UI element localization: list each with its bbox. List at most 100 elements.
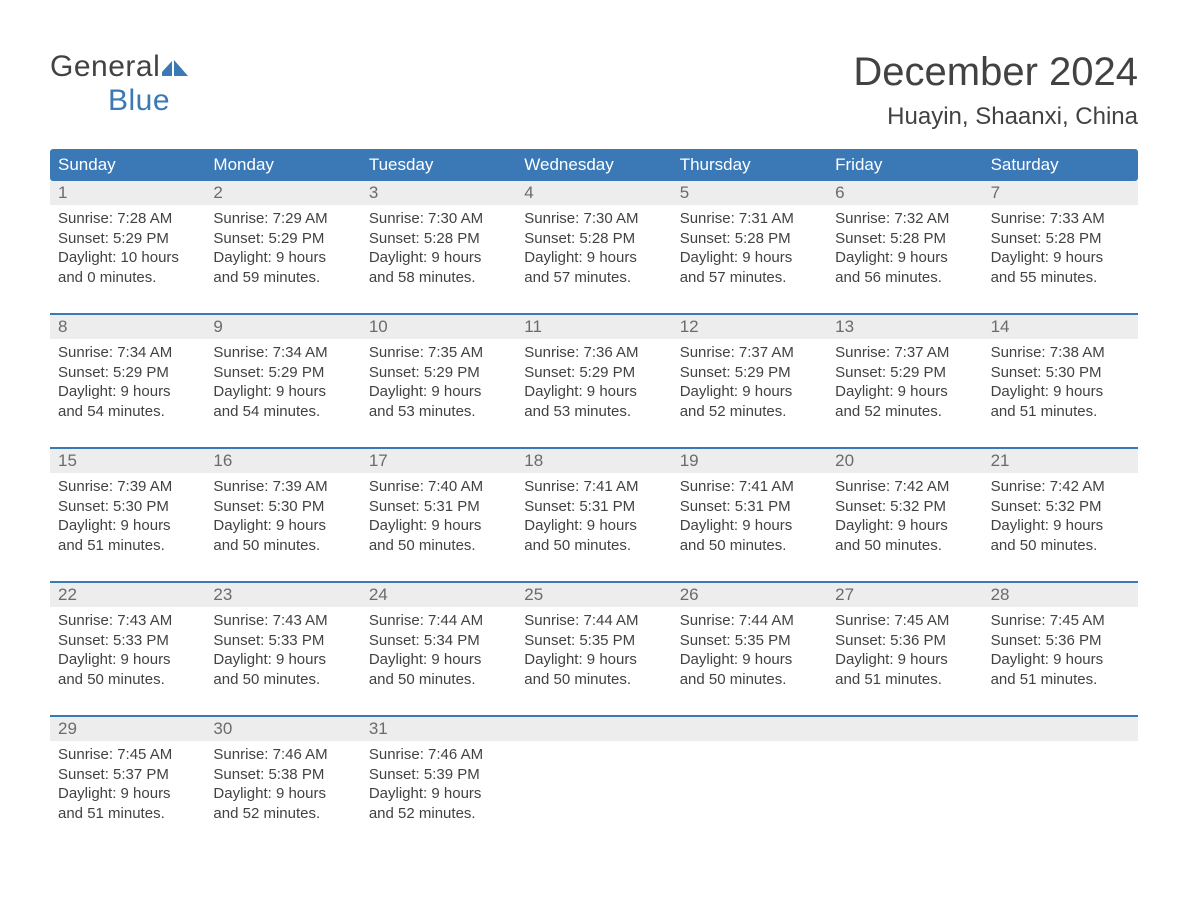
header: General Blue December 2024 Huayin, Shaan… (50, 50, 1138, 131)
day-cell: Sunrise: 7:42 AMSunset: 5:32 PMDaylight:… (827, 473, 982, 561)
date-number: 26 (672, 583, 827, 607)
day-cell-line: Sunrise: 7:44 AM (369, 611, 508, 631)
date-number: 28 (983, 583, 1138, 607)
day-cell-line: and 58 minutes. (369, 268, 508, 288)
day-cell-line: Daylight: 9 hours (58, 650, 197, 670)
day-cell-line: Daylight: 9 hours (680, 516, 819, 536)
day-cell-line: Sunset: 5:29 PM (213, 363, 352, 383)
date-row: 891011121314 (50, 315, 1138, 339)
day-cell: Sunrise: 7:43 AMSunset: 5:33 PMDaylight:… (205, 607, 360, 695)
date-number: 5 (672, 181, 827, 205)
day-cell: Sunrise: 7:39 AMSunset: 5:30 PMDaylight:… (205, 473, 360, 561)
day-cell-line: and 0 minutes. (58, 268, 197, 288)
week-row: 891011121314Sunrise: 7:34 AMSunset: 5:29… (50, 313, 1138, 427)
day-cell-line: Daylight: 9 hours (58, 784, 197, 804)
day-cell-line: Sunrise: 7:41 AM (680, 477, 819, 497)
day-cell: Sunrise: 7:33 AMSunset: 5:28 PMDaylight:… (983, 205, 1138, 293)
day-cell-line: Sunrise: 7:31 AM (680, 209, 819, 229)
day-cell-line: Sunset: 5:28 PM (680, 229, 819, 249)
day-cell-line: Daylight: 9 hours (213, 650, 352, 670)
week-row: 15161718192021Sunrise: 7:39 AMSunset: 5:… (50, 447, 1138, 561)
week-row: 293031Sunrise: 7:45 AMSunset: 5:37 PMDay… (50, 715, 1138, 829)
day-cell-line: and 55 minutes. (991, 268, 1130, 288)
date-number: 21 (983, 449, 1138, 473)
day-cell-line: and 50 minutes. (213, 670, 352, 690)
day-cell-line: Sunrise: 7:44 AM (680, 611, 819, 631)
day-cell-line: Sunset: 5:30 PM (58, 497, 197, 517)
day-cell-line: Sunrise: 7:34 AM (58, 343, 197, 363)
date-number: 18 (516, 449, 671, 473)
day-cell-line: Sunrise: 7:40 AM (369, 477, 508, 497)
date-number: 30 (205, 717, 360, 741)
date-number (672, 717, 827, 741)
day-cell-line: and 56 minutes. (835, 268, 974, 288)
day-cell-line: Daylight: 9 hours (835, 382, 974, 402)
day-cell-line: Sunset: 5:28 PM (369, 229, 508, 249)
date-number: 4 (516, 181, 671, 205)
day-cell-line: Sunset: 5:35 PM (524, 631, 663, 651)
day-cell-line: Sunrise: 7:46 AM (213, 745, 352, 765)
day-cell-line: and 50 minutes. (524, 670, 663, 690)
date-number: 23 (205, 583, 360, 607)
day-cell: Sunrise: 7:29 AMSunset: 5:29 PMDaylight:… (205, 205, 360, 293)
day-cell-line: Sunrise: 7:35 AM (369, 343, 508, 363)
day-cell-line: Daylight: 9 hours (213, 784, 352, 804)
content-row: Sunrise: 7:45 AMSunset: 5:37 PMDaylight:… (50, 741, 1138, 829)
day-cell-line: Daylight: 9 hours (991, 382, 1130, 402)
date-row: 1234567 (50, 181, 1138, 205)
date-number: 27 (827, 583, 982, 607)
day-cell-line: and 54 minutes. (213, 402, 352, 422)
day-cell: Sunrise: 7:40 AMSunset: 5:31 PMDaylight:… (361, 473, 516, 561)
day-cell: Sunrise: 7:34 AMSunset: 5:29 PMDaylight:… (50, 339, 205, 427)
day-cell-line: and 50 minutes. (524, 536, 663, 556)
date-number: 15 (50, 449, 205, 473)
day-cell-line: Daylight: 9 hours (991, 650, 1130, 670)
day-cell-line: Daylight: 9 hours (524, 382, 663, 402)
day-cell-line: Daylight: 9 hours (680, 650, 819, 670)
day-cell-line: Sunset: 5:32 PM (991, 497, 1130, 517)
day-cell-line: and 57 minutes. (524, 268, 663, 288)
day-cell-line: Daylight: 9 hours (369, 382, 508, 402)
day-cell-line: Daylight: 9 hours (991, 248, 1130, 268)
day-cell-line: Sunrise: 7:44 AM (524, 611, 663, 631)
day-cell-line: Daylight: 9 hours (524, 248, 663, 268)
day-cell-line: and 50 minutes. (213, 536, 352, 556)
day-cell-line: and 51 minutes. (991, 402, 1130, 422)
day-cell-line: Sunset: 5:30 PM (991, 363, 1130, 383)
day-cell-line: Sunrise: 7:30 AM (524, 209, 663, 229)
day-cell-line: and 50 minutes. (369, 536, 508, 556)
month-title: December 2024 (853, 50, 1138, 95)
day-cell-line: Sunrise: 7:36 AM (524, 343, 663, 363)
day-cell-line: Sunrise: 7:30 AM (369, 209, 508, 229)
date-number: 24 (361, 583, 516, 607)
title-block: December 2024 Huayin, Shaanxi, China (853, 50, 1138, 131)
day-cell-line: Daylight: 9 hours (58, 516, 197, 536)
day-cell-line: Sunrise: 7:39 AM (58, 477, 197, 497)
day-cell: Sunrise: 7:31 AMSunset: 5:28 PMDaylight:… (672, 205, 827, 293)
day-cell-line: and 59 minutes. (213, 268, 352, 288)
day-cell-line: Daylight: 9 hours (369, 516, 508, 536)
day-header-sun: Sunday (50, 149, 205, 181)
content-row: Sunrise: 7:43 AMSunset: 5:33 PMDaylight:… (50, 607, 1138, 695)
day-cell-line: Daylight: 9 hours (680, 382, 819, 402)
date-number: 13 (827, 315, 982, 339)
date-number: 9 (205, 315, 360, 339)
date-number: 16 (205, 449, 360, 473)
day-cell-line: Daylight: 9 hours (835, 650, 974, 670)
calendar: Sunday Monday Tuesday Wednesday Thursday… (50, 149, 1138, 829)
day-cell-line: Daylight: 9 hours (213, 516, 352, 536)
day-cell-line: Sunrise: 7:28 AM (58, 209, 197, 229)
day-cell: Sunrise: 7:43 AMSunset: 5:33 PMDaylight:… (50, 607, 205, 695)
day-cell-line: Daylight: 9 hours (369, 784, 508, 804)
date-number: 2 (205, 181, 360, 205)
day-cell-line: Sunset: 5:31 PM (369, 497, 508, 517)
date-number: 20 (827, 449, 982, 473)
day-cell-line: Sunset: 5:36 PM (835, 631, 974, 651)
day-cell-line: and 51 minutes. (991, 670, 1130, 690)
day-cell: Sunrise: 7:41 AMSunset: 5:31 PMDaylight:… (516, 473, 671, 561)
date-number: 10 (361, 315, 516, 339)
day-cell: Sunrise: 7:38 AMSunset: 5:30 PMDaylight:… (983, 339, 1138, 427)
day-cell: Sunrise: 7:41 AMSunset: 5:31 PMDaylight:… (672, 473, 827, 561)
day-cell-line: Sunset: 5:28 PM (524, 229, 663, 249)
day-cell-line: and 52 minutes. (835, 402, 974, 422)
